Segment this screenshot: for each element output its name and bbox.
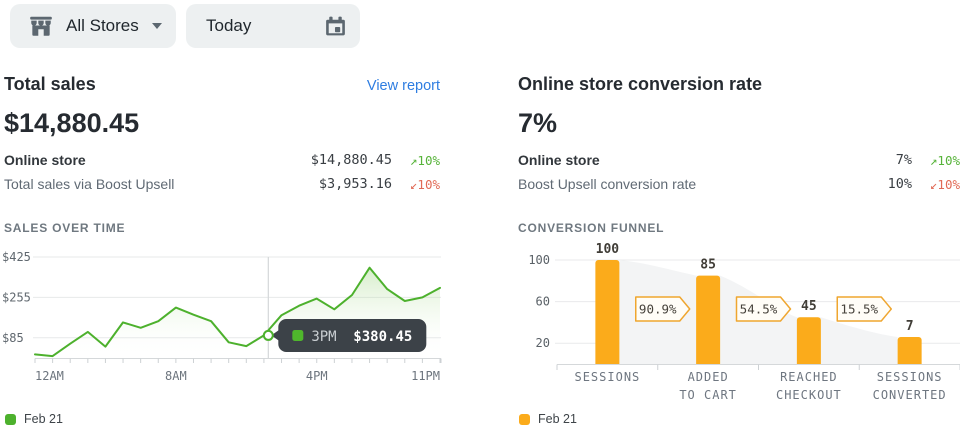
metric-row-online-store-conversion: Online store 7% ↗10% (518, 152, 960, 168)
legend-swatch-orange (519, 413, 530, 425)
metric-value: $14,880.45 (310, 152, 392, 168)
metric-value: 10% (887, 176, 912, 192)
svg-text:15.5%: 15.5% (840, 302, 878, 317)
metric-label: Online store (4, 152, 86, 168)
conversion-rate-panel: Online store conversion rate 7% Online s… (518, 74, 960, 431)
svg-text:100: 100 (596, 242, 620, 257)
svg-text:CHECKOUT: CHECKOUT (776, 388, 842, 402)
legend-label: Feb 21 (538, 412, 577, 426)
trend-percent: 10% (937, 176, 960, 192)
svg-text:TO CART: TO CART (679, 388, 737, 402)
sales-over-time-heading: SALES OVER TIME (4, 221, 126, 235)
calendar-icon (326, 16, 345, 35)
trend-down-icon: ↙ (409, 176, 418, 192)
metric-value: $3,953.16 (318, 176, 392, 192)
funnel-chart-legend: Feb 21 (519, 412, 577, 426)
svg-text:8AM: 8AM (165, 369, 187, 383)
conversion-rate-value: 7% (518, 108, 558, 138)
legend-label: Feb 21 (24, 412, 63, 426)
svg-text:$425: $425 (2, 250, 31, 264)
metric-row-online-store-sales: Online store $14,880.45 ↗10% (4, 152, 440, 168)
svg-text:3PM: 3PM (311, 329, 336, 345)
conversion-rate-title: Online store conversion rate (518, 74, 763, 94)
metric-value: 7% (895, 152, 912, 168)
store-selector-label: All Stores (66, 16, 139, 35)
svg-text:SESSIONS: SESSIONS (574, 370, 640, 384)
trend-indicator: ↗10% (912, 153, 960, 168)
svg-text:100: 100 (528, 253, 550, 267)
chevron-down-icon (152, 23, 162, 29)
trend-percent: 10% (417, 152, 440, 168)
total-sales-title: Total sales (4, 74, 96, 94)
svg-text:REACHED: REACHED (780, 370, 838, 384)
sales-over-time-chart[interactable]: $425 $255 $85 12AM 8AM 4PM 11PM 3PM $380.45 (0, 240, 445, 390)
trend-indicator: ↙10% (912, 177, 960, 192)
trend-percent: 10% (417, 176, 440, 192)
trend-percent: 10% (937, 152, 960, 168)
svg-text:20: 20 (536, 336, 550, 350)
svg-text:$85: $85 (2, 331, 24, 345)
store-selector-button[interactable]: All Stores (10, 4, 176, 48)
sales-chart-legend: Feb 21 (5, 412, 63, 426)
svg-text:45: 45 (801, 299, 817, 314)
total-sales-panel: Total sales View report $14,880.45 Onlin… (2, 74, 442, 431)
metric-row-boost-upsell-sales: Total sales via Boost Upsell $3,953.16 ↙… (4, 176, 440, 192)
trend-up-icon: ↗ (929, 152, 938, 168)
svg-text:60: 60 (536, 295, 550, 309)
conversion-funnel-chart[interactable]: 100 60 20 100 85 45 7 90.9% 54.5% 15.5% SESSIONS AD… (514, 240, 960, 405)
svg-text:ADDED: ADDED (688, 370, 729, 384)
total-sales-value: $14,880.45 (4, 108, 140, 138)
trend-indicator: ↗10% (392, 153, 440, 168)
svg-text:4PM: 4PM (306, 369, 328, 383)
svg-text:11PM: 11PM (411, 369, 440, 383)
metric-label: Total sales via Boost Upsell (4, 176, 175, 192)
svg-text:12AM: 12AM (35, 369, 64, 383)
metric-label: Online store (518, 152, 600, 168)
trend-up-icon: ↗ (409, 152, 418, 168)
conversion-funnel-heading: CONVERSION FUNNEL (518, 221, 665, 235)
svg-text:$380.45: $380.45 (353, 329, 412, 345)
metric-label: Boost Upsell conversion rate (518, 176, 697, 192)
view-report-link[interactable]: View report (366, 78, 440, 94)
date-selector-button[interactable]: Today (186, 4, 360, 48)
svg-text:54.5%: 54.5% (740, 302, 778, 317)
metric-row-boost-upsell-conversion: Boost Upsell conversion rate 10% ↙10% (518, 176, 960, 192)
svg-text:SESSIONS: SESSIONS (877, 370, 943, 384)
svg-text:CONVERTED: CONVERTED (873, 388, 947, 402)
date-selector-label: Today (206, 16, 252, 35)
legend-swatch-green (5, 413, 16, 425)
svg-text:90.9%: 90.9% (639, 302, 677, 317)
svg-text:7: 7 (906, 319, 914, 334)
trend-down-icon: ↙ (929, 176, 938, 192)
storefront-icon (30, 16, 52, 36)
svg-text:85: 85 (700, 258, 716, 273)
svg-text:$255: $255 (2, 290, 31, 304)
trend-indicator: ↙10% (392, 177, 440, 192)
